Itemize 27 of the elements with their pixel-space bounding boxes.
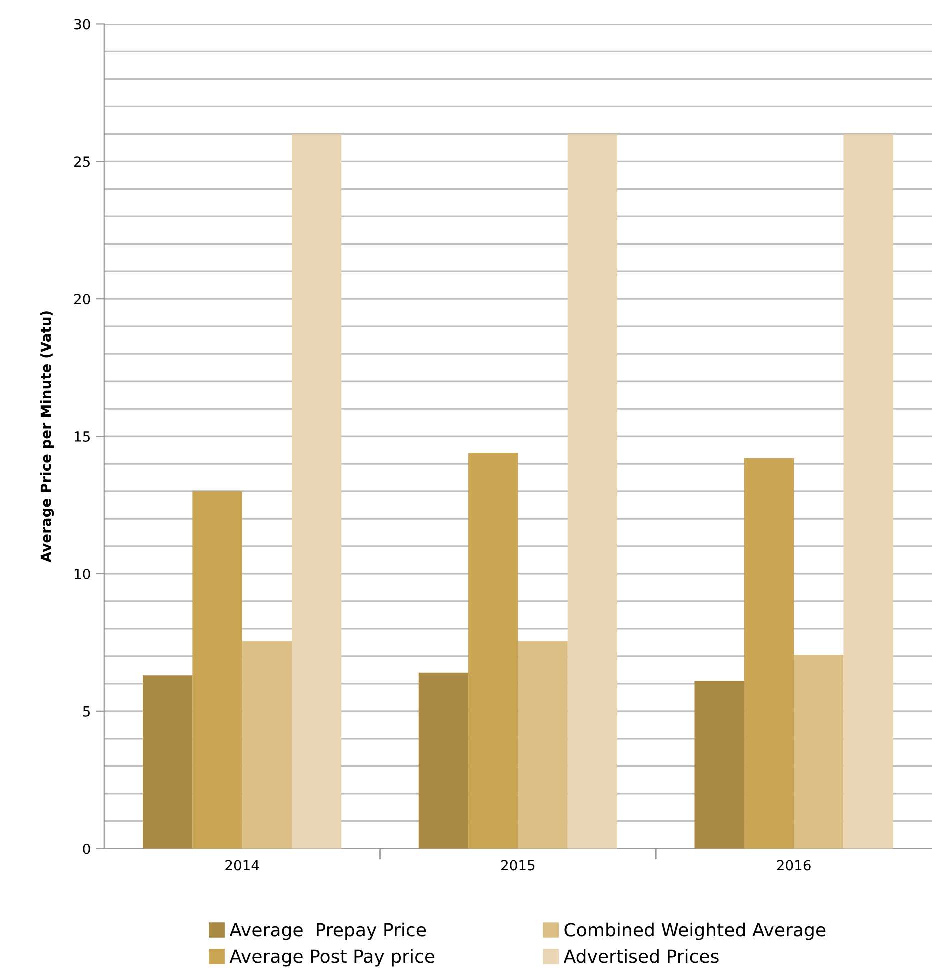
bar xyxy=(568,134,618,849)
bar xyxy=(242,641,292,849)
y-tick-label: 25 xyxy=(74,156,90,168)
legend-label: Combined Weighted Average xyxy=(564,922,826,940)
x-tick-label: 2016 xyxy=(777,860,811,871)
y-tick-label: 20 xyxy=(74,294,90,305)
legend-label: Average Prepay Price xyxy=(230,922,426,940)
y-tick-label: 30 xyxy=(74,19,90,30)
bar xyxy=(468,453,518,849)
bar xyxy=(518,641,568,849)
y-tick-label: 10 xyxy=(75,568,90,580)
legend-label: Average Post Pay price xyxy=(230,949,435,967)
y-tick-label: 0 xyxy=(83,844,90,854)
bar xyxy=(292,134,342,849)
bar xyxy=(844,134,894,849)
bar xyxy=(794,655,844,849)
bar xyxy=(418,672,469,849)
y-axis-title: Average Price per Minute (Vatu) xyxy=(40,312,54,563)
x-tick-label: 2014 xyxy=(226,860,260,871)
bar xyxy=(694,681,744,849)
y-tick-label: 5 xyxy=(83,706,90,717)
bar xyxy=(143,676,193,849)
x-tick-label: 2015 xyxy=(502,860,535,871)
y-tick-label: 15 xyxy=(75,432,90,442)
bar xyxy=(744,458,794,849)
bar xyxy=(192,492,242,849)
legend-label: Advertised Prices xyxy=(564,949,719,964)
